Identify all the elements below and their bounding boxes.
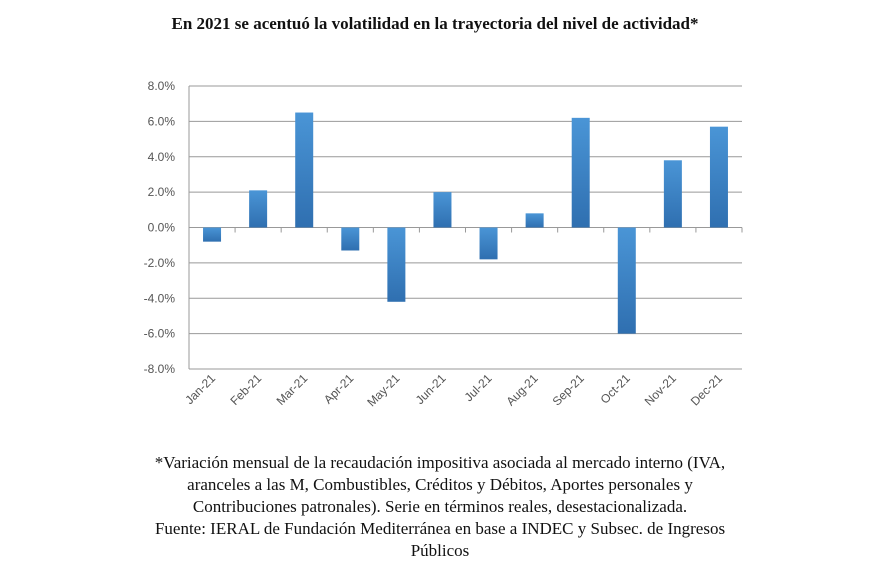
footnote-line: *Variación mensual de la recaudación imp…: [154, 453, 726, 472]
x-tick-label: Nov-21: [642, 371, 679, 408]
y-tick-label: 2.0%: [148, 185, 176, 199]
bar-Aug-21: [525, 213, 544, 228]
bar-Apr-21: [341, 227, 360, 251]
x-tick-label: Jan-21: [182, 371, 218, 407]
x-tick-label: Feb-21: [227, 371, 264, 408]
bar-Feb-21: [249, 190, 268, 228]
y-tick-label: 6.0%: [148, 114, 176, 128]
bar-Nov-21: [663, 160, 682, 228]
footnote-line: aranceles a las M, Combustibles, Crédito…: [187, 475, 693, 494]
bar-Jul-21: [479, 227, 498, 260]
y-tick-label: -2.0%: [144, 256, 176, 270]
x-tick-label: Jul-21: [462, 371, 495, 404]
y-tick-label: 0.0%: [148, 221, 176, 235]
x-tick-label: Dec-21: [688, 371, 725, 408]
bar-Oct-21: [617, 227, 636, 334]
bar-chart: 8.0% 6.0% 4.0% 2.0% 0.0% -2.0% -4.0% -6.0% -8.0%…: [144, 79, 743, 409]
y-tick-label: -8.0%: [144, 362, 176, 376]
bar-May-21: [387, 227, 406, 302]
x-tick-label: May-21: [364, 371, 402, 409]
x-tick-label: Aug-21: [503, 371, 540, 408]
bar-Jun-21: [433, 192, 452, 228]
y-tick-label: 8.0%: [148, 79, 176, 93]
bar-Sep-21: [571, 117, 590, 228]
y-tick-label: -4.0%: [144, 291, 176, 305]
source-line: Fuente: IERAL de Fundación Mediterránea …: [154, 519, 726, 538]
y-tick-label: -6.0%: [144, 327, 176, 341]
source-line: Públicos: [410, 541, 470, 560]
chart-title: En 2021 se acentuó la volatilidad en la …: [171, 14, 699, 33]
y-tick-label: 4.0%: [148, 150, 176, 164]
x-tick-label: Apr-21: [321, 371, 357, 407]
x-tick-label: Mar-21: [274, 371, 311, 408]
x-tick-label: Oct-21: [598, 371, 634, 407]
x-tick-label: Jun-21: [413, 371, 449, 407]
footnote: *Variación mensual de la recaudación imp…: [60, 452, 820, 562]
footnote-line: Contribuciones patronales). Serie en tér…: [192, 497, 688, 516]
x-tick-label: Sep-21: [550, 371, 587, 408]
bar-Mar-21: [295, 112, 314, 228]
bar-Jan-21: [203, 227, 222, 242]
bar-Dec-21: [709, 126, 728, 228]
